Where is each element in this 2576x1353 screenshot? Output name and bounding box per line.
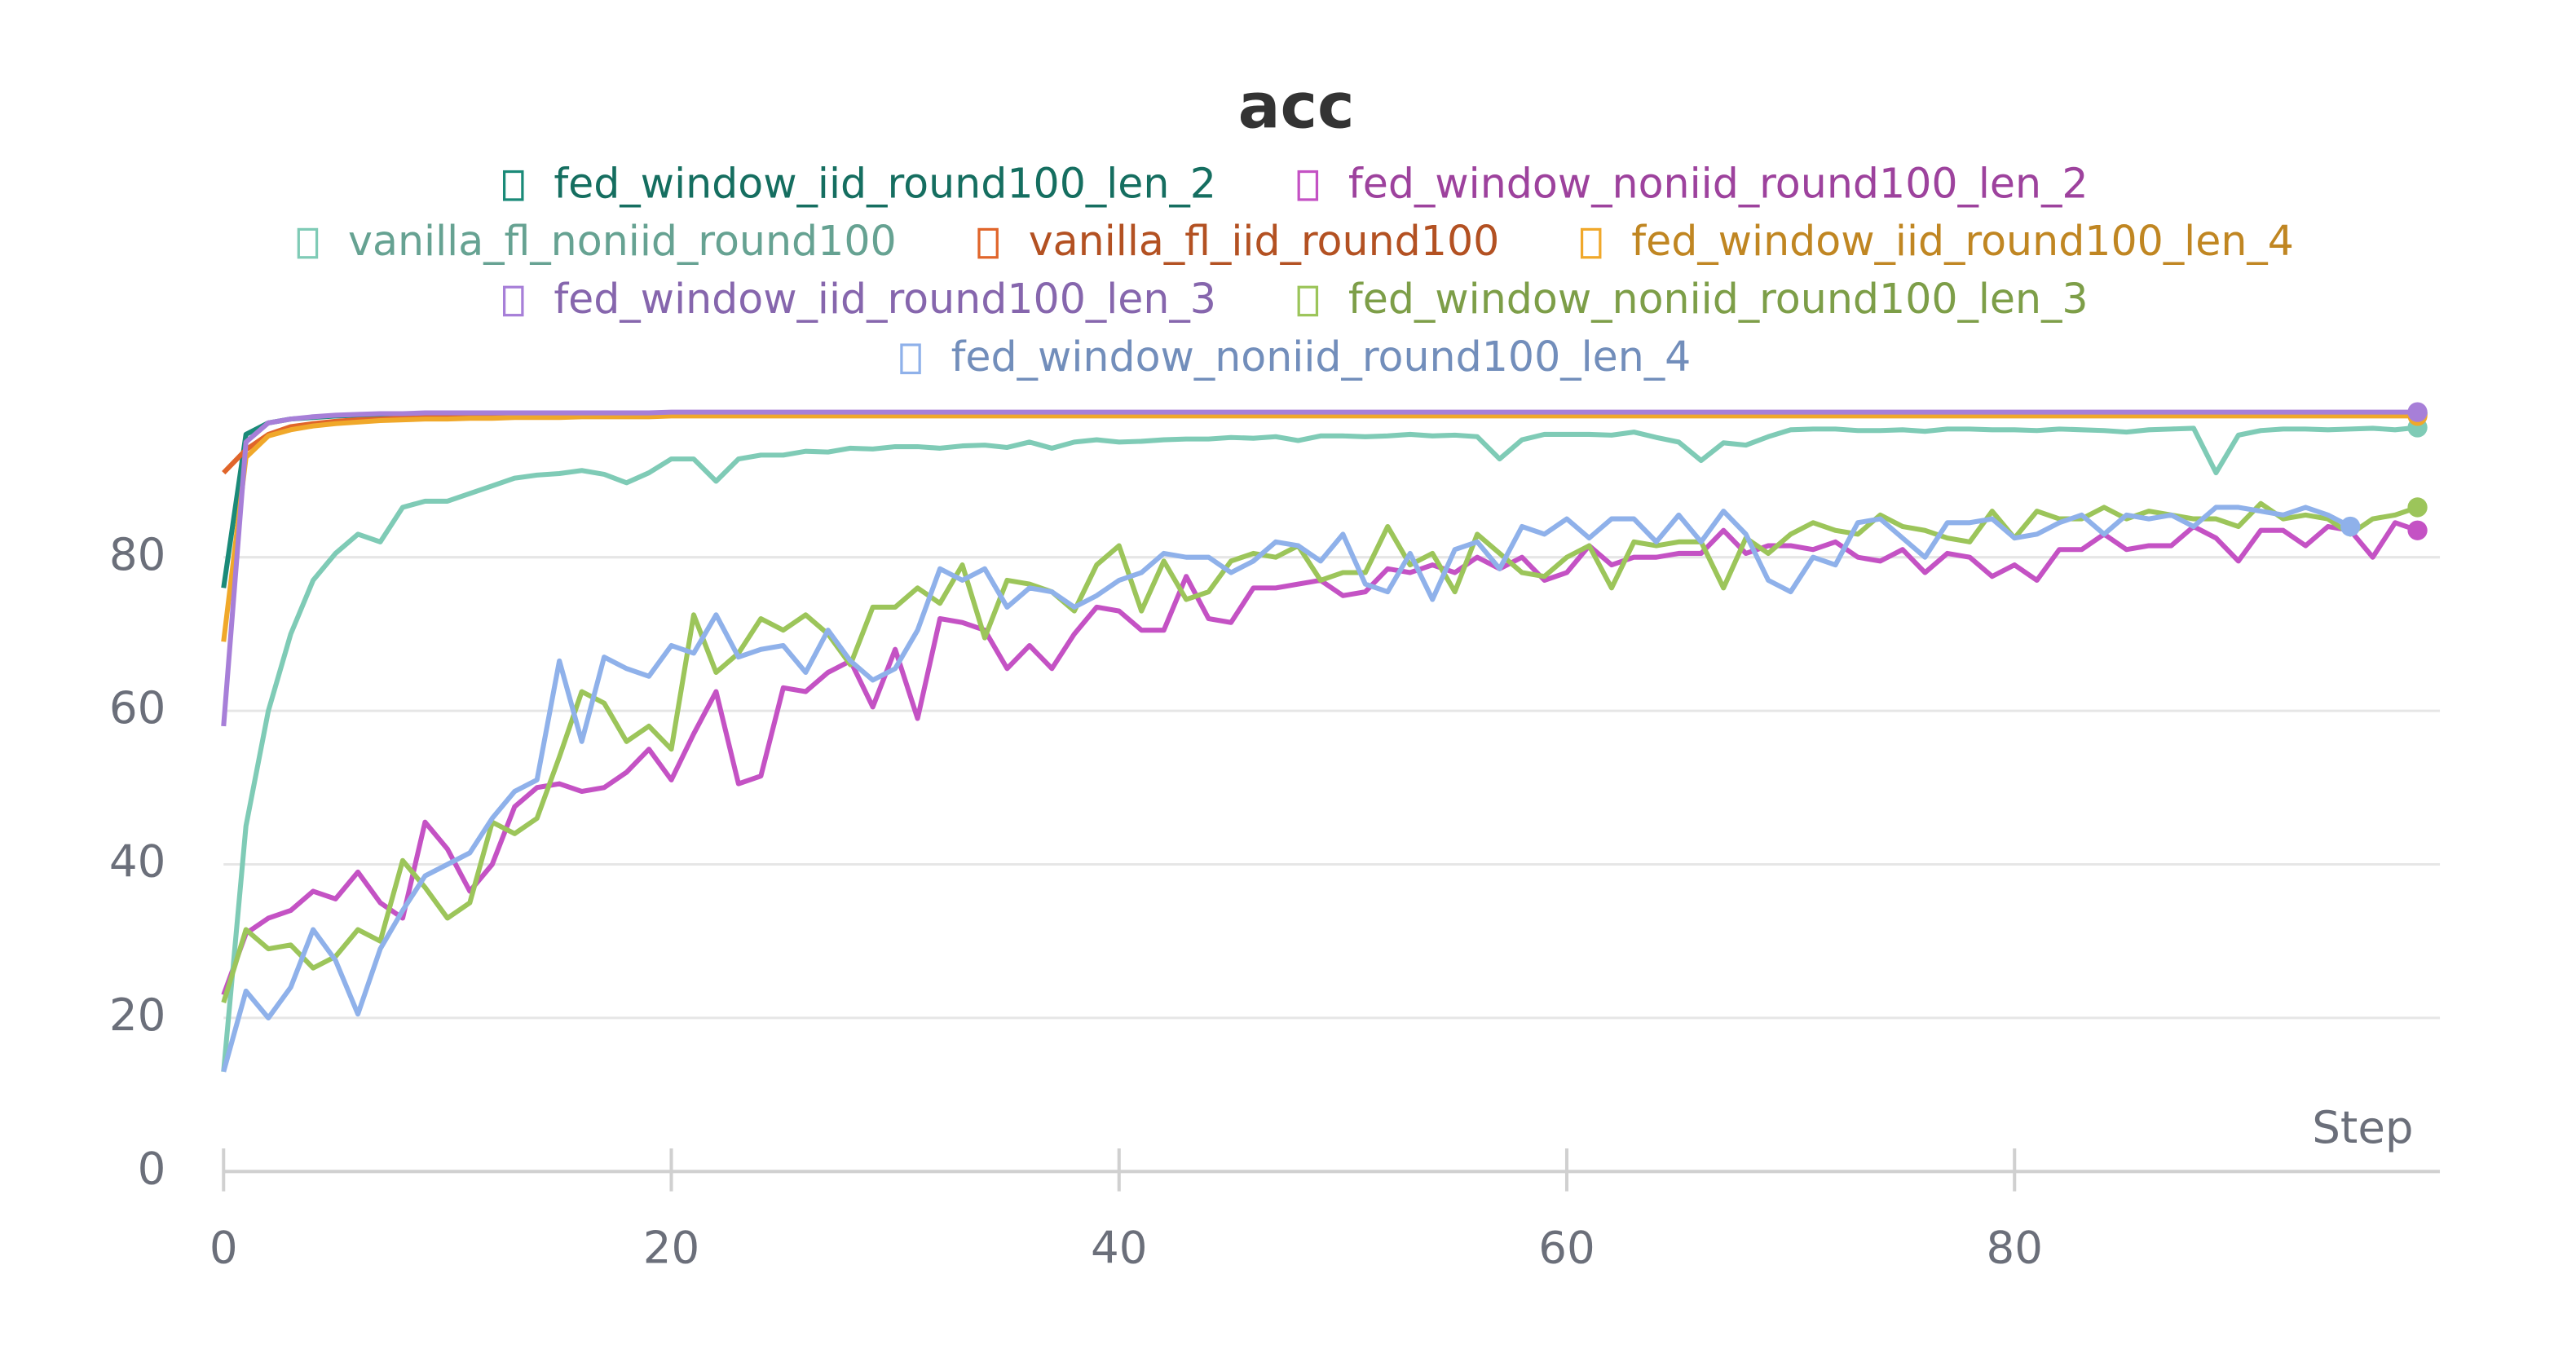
chart-title: acc — [1238, 71, 1355, 143]
series-line — [222, 412, 2418, 475]
series-line — [221, 413, 2418, 642]
x-tick-label: 0 — [210, 1222, 238, 1274]
legend-row: vanilla_fl_noniid_round100 vanilla_fl_iid… — [297, 217, 2294, 265]
legend-item: fed_window_noniid_round100_len_2 — [1297, 159, 2089, 207]
legend-item: fed_window_iid_round100_len_4 — [1580, 217, 2294, 265]
legend-item: fed_window_iid_round100_len_2 — [502, 159, 1216, 207]
legend-item: vanilla_fl_noniid_round100 — [297, 217, 897, 265]
series-line — [221, 409, 2418, 727]
y-tick-label: 80 — [109, 528, 166, 580]
series-line — [221, 505, 2352, 1073]
legend-row: fed_window_iid_round100_len_3 fed_window_… — [502, 275, 2089, 323]
legend-row: fed_window_noniid_round100_len_4 — [900, 333, 1692, 381]
legend-swatch — [1297, 170, 1319, 201]
series-line — [221, 520, 2419, 996]
legend-item: fed_window_noniid_round100_len_3 — [1297, 275, 2089, 323]
legend-swatch — [502, 285, 524, 317]
x-tick-label: 20 — [643, 1222, 700, 1274]
legend-item: fed_window_iid_round100_len_3 — [502, 275, 1216, 323]
legend-label: fed_window_noniid_round100_len_4 — [951, 333, 1692, 381]
legend-swatch — [297, 227, 319, 259]
legend-label: fed_window_noniid_round100_len_3 — [1348, 275, 2089, 323]
end-point — [2407, 520, 2428, 540]
legend-label: fed_window_iid_round100_len_2 — [554, 159, 1216, 207]
legend-swatch — [502, 170, 524, 201]
y-tick-label: 0 — [138, 1142, 166, 1194]
y-tick-label: 60 — [109, 681, 166, 734]
legend-item: fed_window_noniid_round100_len_4 — [900, 333, 1692, 381]
end-point — [2407, 497, 2428, 518]
legend-swatch — [1580, 227, 1602, 259]
legend-swatch — [1297, 285, 1319, 317]
legend-label: fed_window_noniid_round100_len_2 — [1348, 159, 2089, 207]
y-tick-label: 40 — [109, 835, 166, 888]
end-point — [2340, 516, 2361, 537]
legend-row: fed_window_iid_round100_len_2 fed_window_… — [502, 159, 2089, 207]
x-axis-label: Step — [2312, 1101, 2413, 1153]
legend-swatch — [977, 227, 999, 259]
legend-label: vanilla_fl_noniid_round100 — [348, 217, 897, 265]
legend-label: fed_window_iid_round100_len_4 — [1631, 217, 2294, 265]
end-point — [2407, 402, 2428, 422]
series-line — [221, 425, 2418, 1073]
y-tick-label: 20 — [109, 989, 166, 1041]
x-tick-label: 60 — [1538, 1222, 1595, 1274]
legend-label: vanilla_fl_iid_round100 — [1029, 217, 1500, 265]
x-tick-label: 80 — [1986, 1222, 2043, 1274]
legend-swatch — [900, 343, 921, 375]
x-tick-label: 40 — [1091, 1222, 1148, 1274]
legend-item: vanilla_fl_iid_round100 — [977, 217, 1500, 265]
series-line — [221, 500, 2419, 1003]
legend-label: fed_window_iid_round100_len_3 — [554, 275, 1216, 323]
